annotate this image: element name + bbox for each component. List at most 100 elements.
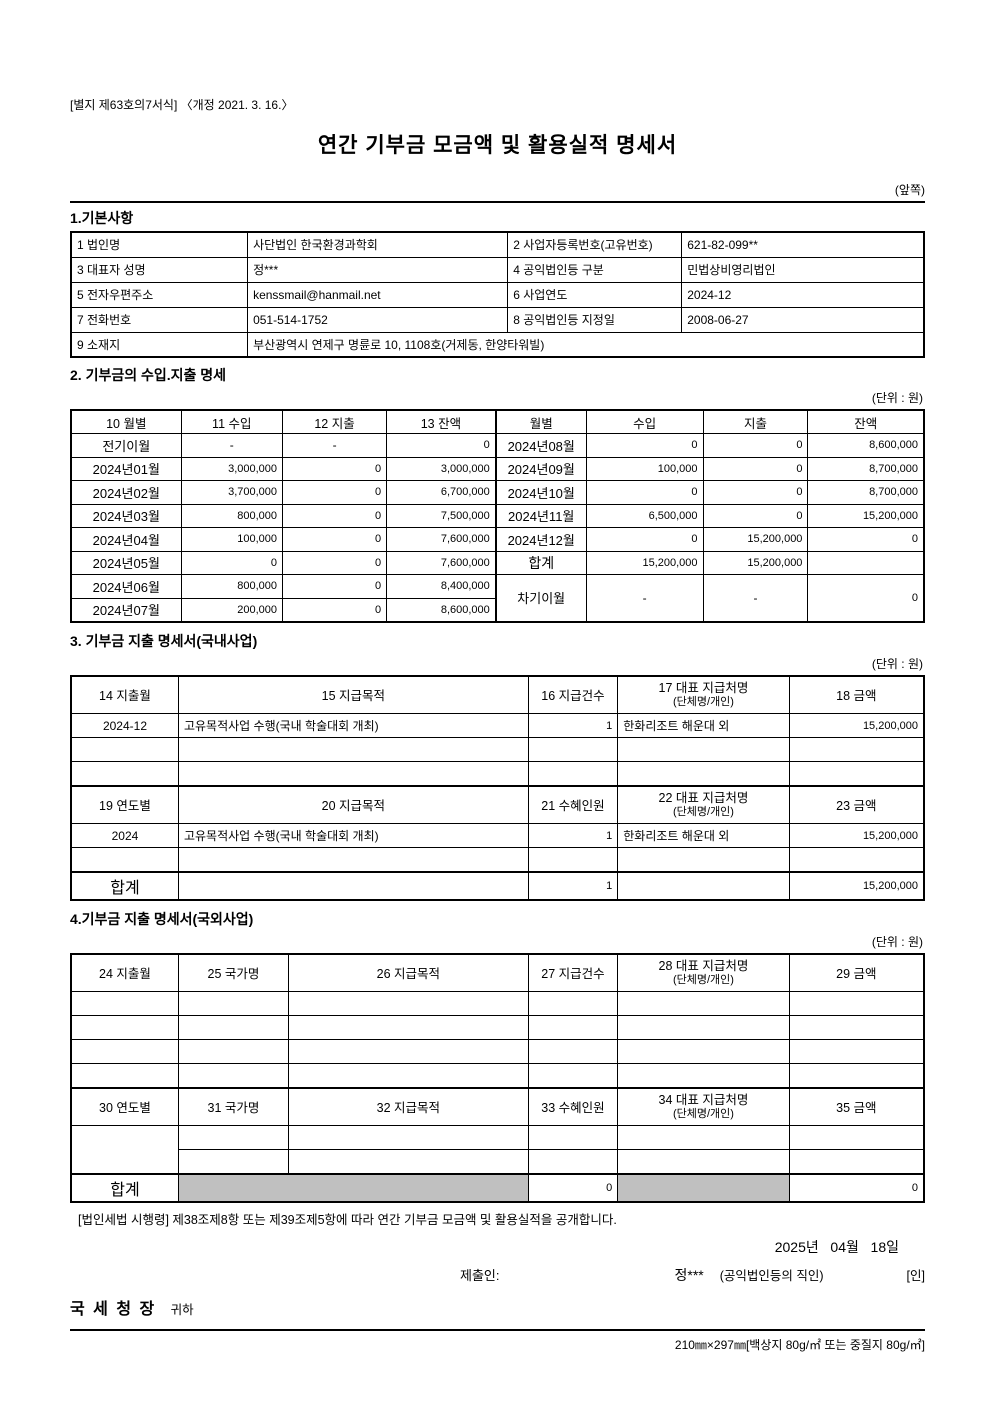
table-row: 3 대표자 성명 정*** 4 공익법인등 구분 민법상비영리법인: [70, 256, 925, 283]
cell-expense: 15,200,000: [702, 550, 809, 575]
submission-date: 2025년 04월 18일: [774, 1238, 899, 1255]
table-row: [71, 1149, 925, 1174]
cell-month: 2024년01월: [70, 456, 182, 481]
empty-cell: [617, 1149, 790, 1174]
cell-month: 2024년08월: [494, 433, 587, 458]
table-row: 2024 고유목적사업 수행(국내 학술대회 개최) 1 한화리조트 해운대 외…: [70, 823, 925, 848]
monthly-income-expense-table: 10 월별 11 수입 12 지출 13 잔액 월별 수입 지출 잔액 전기이월…: [70, 409, 925, 623]
field-label: 8 공익법인등 지정일: [507, 306, 683, 333]
cell-income: 3,700,000: [180, 480, 284, 505]
field-value: 2008-06-27: [681, 306, 925, 333]
field-value: 621-82-099**: [681, 231, 925, 258]
table-row: 2024년01월 3,000,000 0 3,000,000 2024년09월 …: [70, 456, 925, 481]
col-header-payee: 34 대표 지급처명 (단체명/개인): [617, 1086, 790, 1126]
cell-purpose: 고유목적사업 수행(국내 학술대회 개최): [177, 713, 529, 738]
section3-heading: 3. 기부금 지출 명세서(국내사업): [70, 632, 258, 649]
paper-spec-note: 210㎜×297㎜[백상지 80g/㎡ 또는 중질지 80g/㎡]: [674, 1337, 925, 1352]
col-header-expense-month: 14 지출월: [70, 675, 179, 714]
cell-payee: 한화리조트 해운대 외: [617, 823, 790, 848]
empty-cell: [788, 847, 925, 872]
field-label: 5 전자우편주소: [70, 281, 249, 308]
cell-income: 200,000: [180, 597, 284, 622]
field-label: 6 사업연도: [507, 281, 683, 308]
empty-cell: [177, 761, 529, 786]
field-label: 7 전화번호: [70, 306, 249, 333]
col-header-payee-title: 28 대표 지급처명: [658, 958, 749, 973]
col-header-payee-sub: (단체명/개인): [672, 1107, 734, 1120]
cell-income: 0: [585, 433, 704, 458]
section2-heading: 2. 기부금의 수입.지출 명세: [70, 367, 227, 383]
col-header-year: 30 연도별: [70, 1086, 179, 1126]
cell-expense: 0: [702, 433, 809, 458]
empty-cell: [70, 1063, 179, 1088]
cell-expense: -: [282, 433, 388, 458]
cell-income: 15,200,000: [585, 550, 704, 575]
cell-income: 6,500,000: [585, 503, 704, 528]
empty-cell: [617, 1039, 790, 1064]
col-header-payee-sub: (단체명/개인): [672, 973, 734, 986]
empty-cell: [617, 737, 790, 762]
col-header-income: 11 수입: [180, 409, 284, 434]
total-row: 합계 0 0: [70, 1172, 925, 1202]
table-row: 5 전자우편주소 kenssmail@hanmail.net 6 사업연도 20…: [70, 281, 925, 308]
header-row: 24 지출월 25 국가명 26 지급목적 27 지급건수 28 대표 지급처명…: [70, 953, 925, 992]
table-row: [70, 991, 925, 1016]
recipient-suffix: 귀하: [170, 1302, 194, 1317]
empty-cell: [527, 1015, 619, 1040]
cell-expense-month: 2024-12: [70, 713, 179, 738]
col-header-amount: 29 금액: [788, 953, 925, 992]
col-header-month: 10 월별: [70, 409, 182, 434]
empty-cell: [617, 991, 790, 1016]
cell-month: 2024년02월: [70, 480, 182, 505]
unit-label: (단위 : 원): [871, 656, 923, 671]
empty-cell: [617, 1015, 790, 1040]
cell-expense: 0: [282, 550, 388, 575]
col-header-expense: 12 지출: [282, 409, 388, 434]
empty-cell: [788, 1125, 925, 1150]
cell-amount: 15,200,000: [788, 823, 925, 848]
unit-label: (단위 : 원): [871, 391, 923, 405]
header-row: 10 월별 11 수입 12 지출 13 잔액 월별 수입 지출 잔액: [70, 409, 925, 434]
empty-cell: [288, 1125, 529, 1150]
col-header-beneficiaries: 33 수혜인원: [527, 1086, 619, 1126]
cell-balance: 7,600,000: [386, 527, 497, 552]
cell-month: 2024년07월: [70, 597, 182, 622]
cell-purpose: 고유목적사업 수행(국내 학술대회 개최): [177, 823, 529, 848]
empty-cell: [788, 1063, 925, 1088]
cell-income: 3,000,000: [180, 456, 284, 481]
empty-cell: [177, 1125, 290, 1150]
cell-income: -: [585, 574, 704, 622]
table-row: 9 소재지 부산광역시 연제구 명륜로 10, 1108호(거제동, 한양타워빌…: [70, 331, 925, 358]
empty-cell: [177, 847, 529, 872]
cell-income: 800,000: [180, 503, 284, 528]
seal-mark: [인]: [906, 1268, 925, 1283]
cell-month: 2024년12월: [494, 527, 587, 552]
cell-total-label: 합계: [494, 550, 587, 575]
table-row: [70, 1125, 925, 1174]
col-header-expense-month: 24 지출월: [70, 953, 179, 992]
empty-cell: [70, 991, 179, 1016]
cell-income: 0: [180, 550, 284, 575]
field-label: 1 법인명: [70, 231, 249, 258]
cell-balance: 15,200,000: [807, 503, 925, 528]
col-header-expense: 지출: [702, 409, 809, 434]
header-row: 14 지출월 15 지급목적 16 지급건수 17 대표 지급처명 (단체명/개인…: [70, 675, 925, 714]
cell-income: 0: [585, 480, 704, 505]
col-header-amount: 35 금액: [788, 1086, 925, 1126]
col-header-payment-count: 16 지급건수: [527, 675, 619, 714]
col-header-payee: 22 대표 지급처명 (단체명/개인): [617, 784, 790, 824]
cell-total-label: 합계: [70, 870, 179, 900]
cell-payment-count: 1: [527, 713, 619, 738]
table-row: [70, 1039, 925, 1064]
empty-cell: [527, 1125, 619, 1150]
col-header-amount: 18 금액: [788, 675, 925, 714]
empty-cell: [288, 1149, 529, 1174]
cell-expense: 0: [282, 503, 388, 528]
section4-heading: 4.기부금 지출 명세서(국외사업): [70, 910, 254, 927]
empty-cell: [70, 1125, 179, 1174]
empty-cell: [288, 1063, 529, 1088]
cell-month: 2024년04월: [70, 527, 182, 552]
recipient-title: 국 세 청 장: [70, 1300, 157, 1318]
empty-cell: [70, 761, 179, 786]
field-value: kenssmail@hanmail.net: [247, 281, 509, 308]
